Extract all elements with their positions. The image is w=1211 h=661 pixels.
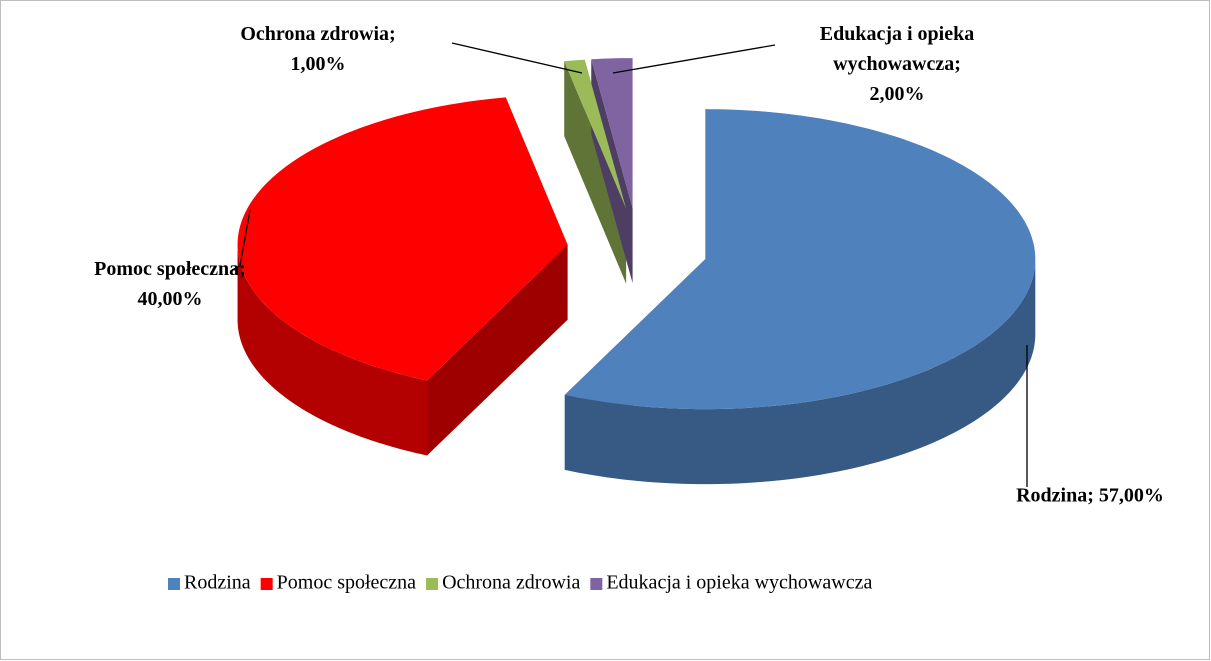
- data-label: Edukacja i opieka wychowawcza; 2,00%: [820, 23, 974, 105]
- legend-label: Pomoc społeczna: [277, 572, 417, 594]
- data-label: Rodzina; 57,00%: [1016, 485, 1164, 507]
- slice: [237, 97, 568, 381]
- leader-line: [612, 44, 776, 74]
- data-labels: Rodzina; 57,00% Pomoc społeczna; 40,00% Och…: [94, 23, 1164, 507]
- slice-wall: [237, 244, 428, 456]
- legend-swatch: [168, 578, 180, 590]
- pie-tops: [237, 58, 1036, 410]
- leader-line: [451, 42, 583, 74]
- legend-swatch: [260, 578, 273, 590]
- slice: [591, 58, 633, 209]
- data-label: Ochrona zdrowia; 1,00%: [240, 23, 395, 75]
- legend: Rodzina Pomoc społeczna Ochrona zdrowia Edu…: [168, 572, 872, 594]
- legend-swatch: [426, 578, 439, 590]
- legend-label: Edukacja i opieka wychowawcza: [606, 572, 872, 594]
- slice-side: [427, 244, 568, 456]
- legend-swatch: [590, 578, 603, 590]
- slice: [564, 109, 1036, 410]
- legend-label: Ochrona zdrowia: [442, 572, 580, 594]
- slice: [564, 59, 627, 209]
- legend-label: Rodzina: [184, 572, 251, 594]
- slice-wall: [564, 259, 1036, 485]
- data-label: Pomoc społeczna; 40,00%: [94, 258, 246, 310]
- slice-side: [564, 61, 627, 284]
- leader-line: [231, 209, 251, 271]
